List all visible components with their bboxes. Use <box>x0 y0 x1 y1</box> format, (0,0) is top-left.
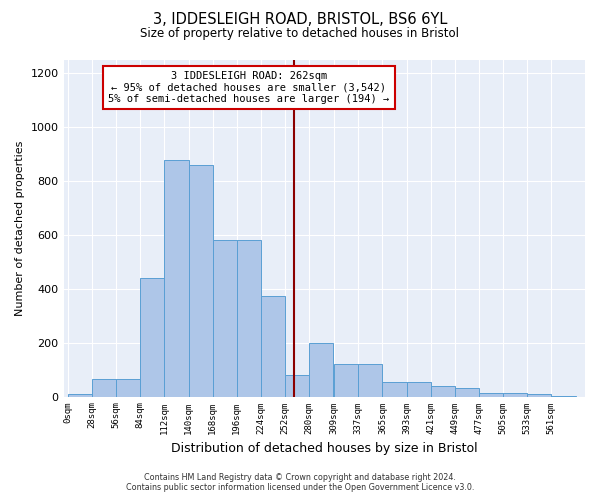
Y-axis label: Number of detached properties: Number of detached properties <box>15 140 25 316</box>
Text: Size of property relative to detached houses in Bristol: Size of property relative to detached ho… <box>140 28 460 40</box>
Bar <box>407 382 431 396</box>
X-axis label: Distribution of detached houses by size in Bristol: Distribution of detached houses by size … <box>171 442 478 455</box>
Bar <box>479 392 503 396</box>
Bar <box>261 296 285 396</box>
Text: Contains HM Land Registry data © Crown copyright and database right 2024.
Contai: Contains HM Land Registry data © Crown c… <box>126 473 474 492</box>
Bar <box>382 382 407 396</box>
Text: 3 IDDESLEIGH ROAD: 262sqm
← 95% of detached houses are smaller (3,542)
5% of sem: 3 IDDESLEIGH ROAD: 262sqm ← 95% of detac… <box>108 71 389 104</box>
Bar <box>164 160 188 396</box>
Bar <box>527 394 551 396</box>
Bar <box>285 375 309 396</box>
Bar <box>188 165 212 396</box>
Bar <box>309 342 334 396</box>
Bar <box>503 392 527 396</box>
Bar <box>455 388 479 396</box>
Text: 3, IDDESLEIGH ROAD, BRISTOL, BS6 6YL: 3, IDDESLEIGH ROAD, BRISTOL, BS6 6YL <box>153 12 447 28</box>
Bar <box>334 364 358 396</box>
Bar <box>237 240 261 396</box>
Bar <box>358 364 382 396</box>
Bar <box>92 379 116 396</box>
Bar <box>140 278 164 396</box>
Bar <box>431 386 455 396</box>
Bar <box>212 240 237 396</box>
Bar <box>68 394 92 396</box>
Bar <box>116 379 140 396</box>
